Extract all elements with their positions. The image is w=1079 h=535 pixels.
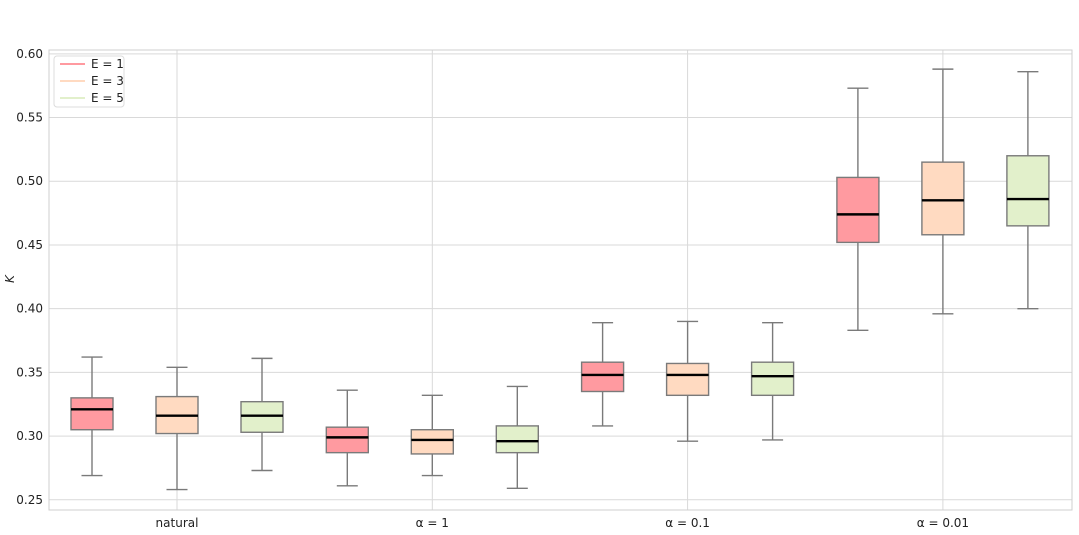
x-tick-label: α = 0.1 (665, 516, 710, 530)
box-2-2 (410, 394, 454, 477)
legend-frame (53, 55, 125, 108)
x-tick-label: α = 1 (416, 516, 449, 530)
legend: E = 1 E = 3 E = 5 (53, 55, 125, 108)
y-tick-label: 0.55 (16, 111, 43, 125)
legend-label: E = 3 (91, 74, 124, 88)
y-tick-label: 0.60 (16, 47, 43, 61)
box-3-2 (495, 385, 539, 490)
box-3-4 (1006, 70, 1050, 310)
box-2-4 (921, 68, 965, 315)
y-tick-label: 0.50 (16, 174, 43, 188)
box-iqr (665, 362, 710, 397)
legend-label: E = 1 (91, 57, 124, 71)
y-axis-ticks: 0.25 0.30 0.35 0.40 0.45 0.50 0.55 0.60 (16, 47, 43, 507)
x-tick-label: natural (156, 516, 199, 530)
y-tick-label: 0.25 (16, 493, 43, 507)
box-1-4 (836, 87, 880, 332)
y-tick-label: 0.40 (16, 302, 43, 316)
y-tick-label: 0.30 (16, 429, 43, 443)
box-3-1 (240, 357, 284, 472)
box-iqr (240, 400, 284, 433)
box-iqr (495, 425, 539, 454)
grid (49, 50, 1072, 510)
box-iqr (70, 397, 114, 431)
y-tick-label: 0.45 (16, 238, 43, 252)
box-iqr (750, 361, 795, 397)
box-iqr (325, 426, 369, 454)
box-1-2 (325, 389, 369, 487)
box-1-1 (70, 356, 114, 477)
box-2-1 (155, 366, 199, 491)
box-iqr (1006, 155, 1050, 227)
y-axis-label: K (3, 274, 17, 283)
box-1-3 (580, 321, 625, 427)
box-3-3 (750, 321, 795, 441)
box-iqr (836, 176, 880, 244)
box-iqr (580, 361, 625, 393)
y-tick-label: 0.35 (16, 365, 43, 379)
boxes (70, 68, 1050, 491)
box-iqr (921, 161, 965, 236)
box-2-3 (665, 320, 710, 442)
legend-label: E = 5 (91, 91, 124, 105)
plot-frame (48, 49, 1073, 511)
x-axis-ticks: natural α = 1 α = 0.1 α = 0.01 (156, 516, 970, 530)
box-iqr (410, 429, 454, 455)
x-tick-label: α = 0.01 (917, 516, 969, 530)
